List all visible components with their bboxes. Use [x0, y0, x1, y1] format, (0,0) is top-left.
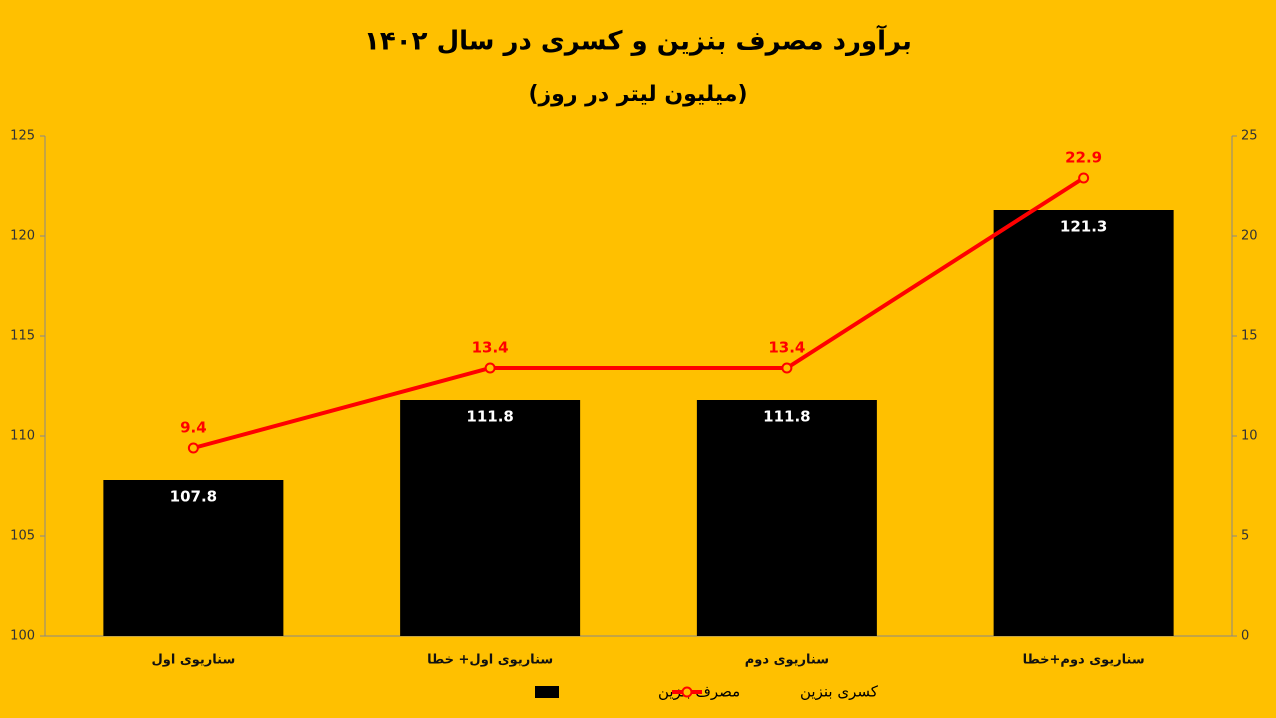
bar	[696, 400, 877, 636]
x-tick-label: سناریوی اول	[152, 653, 236, 668]
bar-value-label: 107.8	[170, 488, 217, 506]
y2-tick-label: 0	[1241, 629, 1249, 644]
bar-value-label: 111.8	[466, 408, 513, 426]
bar-value-label: 111.8	[763, 408, 810, 426]
bar	[993, 210, 1174, 636]
y2-tick-label: 5	[1241, 529, 1249, 544]
line-value-label: 13.4	[472, 339, 509, 357]
y2-tick-label: 15	[1241, 329, 1258, 344]
line-value-label: 13.4	[768, 339, 805, 357]
x-tick-label: سناریوی دوم+خطا	[1023, 653, 1145, 668]
legend-marker	[681, 686, 693, 698]
y-tick-label: 110	[10, 429, 35, 444]
y-tick-label: 115	[10, 329, 35, 344]
chart-subtitle: (میلیون لیتر در روز)	[528, 82, 747, 107]
y2-tick-label: 25	[1241, 129, 1258, 144]
line-value-label: 9.4	[180, 419, 207, 437]
bar-value-label: 121.3	[1060, 218, 1107, 236]
y2-tick-label: 20	[1241, 229, 1258, 244]
x-tick-label: سناریوی اول+ خطا	[427, 653, 553, 668]
line-marker	[781, 362, 793, 374]
y-tick-label: 105	[10, 529, 35, 544]
line-value-label: 22.9	[1065, 149, 1102, 167]
line-marker	[187, 442, 199, 454]
legend-swatch	[535, 686, 559, 698]
chart-title: برآورد مصرف بنزین و کسری در سال ۱۴۰۲	[364, 25, 912, 57]
line	[192, 176, 1085, 450]
y-tick-label: 120	[10, 229, 35, 244]
bar	[103, 480, 284, 636]
legend-label: کسری بنزین	[800, 683, 879, 701]
line-marker	[1078, 172, 1090, 184]
y-tick-label: 125	[10, 129, 35, 144]
x-tick-label: سناریوی دوم	[745, 653, 829, 668]
bar	[400, 400, 581, 636]
y2-tick-label: 10	[1241, 429, 1258, 444]
line-marker	[484, 362, 496, 374]
y-tick-label: 100	[10, 629, 35, 644]
